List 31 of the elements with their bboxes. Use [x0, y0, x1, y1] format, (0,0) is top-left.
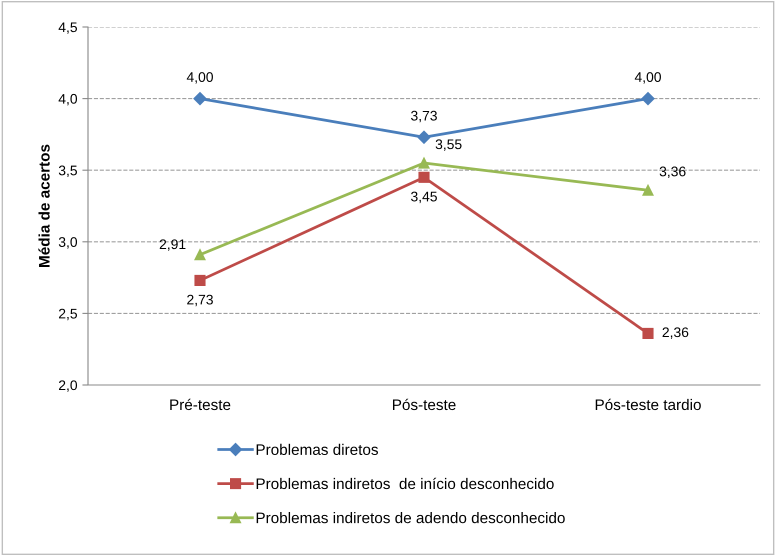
legend-label: Problemas indiretos de adendo desconhecido: [256, 512, 565, 524]
point: [642, 184, 654, 196]
point: [642, 328, 654, 340]
data-label: 3,36: [660, 166, 686, 178]
point: [194, 274, 206, 286]
data-label: 3,55: [436, 139, 462, 151]
data-label: 2,36: [662, 327, 688, 339]
x-tick-label: Pós-teste: [392, 398, 456, 410]
data-label: 3,73: [411, 110, 437, 122]
data-label: 4,00: [186, 72, 213, 84]
point: [417, 130, 431, 144]
x-tick-label: Pós-teste tardio: [596, 398, 701, 410]
data-label: 2,91: [160, 239, 186, 251]
point: [418, 157, 430, 169]
point: [418, 172, 430, 183]
point: [194, 249, 206, 260]
data-label: 4,00: [634, 72, 661, 84]
data-label: 3,45: [411, 192, 437, 204]
y-axis-title: Média de acertos: [38, 144, 50, 267]
y-tick-label: 3,0: [58, 237, 78, 249]
point: [641, 92, 655, 106]
point: [193, 92, 207, 106]
legend-label: Problemas indiretos de início desconhecido: [256, 478, 554, 490]
data-label: 2,73: [187, 294, 213, 306]
y-tick-label: 2,0: [58, 380, 78, 392]
y-tick-label: 2,5: [58, 308, 78, 320]
y-tick-label: 3,5: [58, 166, 78, 178]
legend-label: Problemas diretos: [256, 444, 378, 456]
y-tick-label: 4,5: [58, 22, 78, 34]
y-tick-label: 4,0: [58, 94, 78, 106]
x-tick-label: Pré-teste: [170, 398, 230, 410]
